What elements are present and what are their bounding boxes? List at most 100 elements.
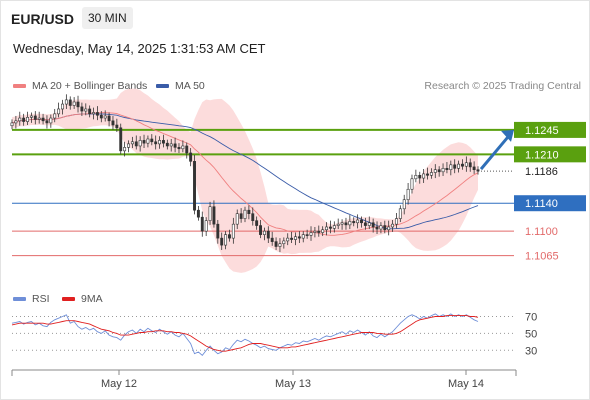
candle-body	[453, 164, 457, 169]
candle-body	[107, 115, 111, 122]
candle-body	[429, 172, 433, 176]
candle-body	[95, 112, 99, 116]
price-label-1.1100: 1.1100	[525, 226, 558, 238]
candle-body	[26, 117, 29, 122]
candle-body	[127, 143, 130, 148]
price-label-1.1140: 1.1140	[525, 198, 558, 210]
candle-body	[204, 220, 208, 232]
research-credit: Research © 2025 Trading Central	[424, 80, 581, 92]
candle-body	[231, 223, 235, 239]
rsi-tick-label: 30	[525, 345, 537, 357]
candle-body	[266, 230, 270, 239]
rsi-ma-label: 9MA	[81, 293, 103, 305]
price-label-1.1210: 1.1210	[525, 149, 559, 161]
candle-body	[294, 236, 297, 240]
timestamp: Wednesday, May 14, 2025 1:31:53 AM CET	[13, 41, 266, 56]
candle-body	[123, 147, 127, 152]
price-label-bg	[514, 121, 586, 138]
legend-ma50: MA 50	[156, 80, 205, 92]
rsi-swatch	[13, 297, 26, 302]
candle-body	[367, 222, 371, 226]
candle-body	[352, 221, 356, 224]
candle-body	[37, 117, 41, 120]
candle-body	[103, 115, 107, 119]
candle-body	[154, 141, 158, 145]
candle-body	[115, 124, 119, 129]
candle-body	[212, 206, 216, 225]
candle-body	[259, 225, 262, 235]
candle-body	[92, 112, 96, 115]
candle-body	[49, 117, 53, 124]
bollinger-band	[12, 88, 478, 273]
candle-body	[138, 140, 142, 147]
candle-body	[398, 208, 402, 219]
candle-body	[278, 243, 282, 247]
candle-body	[336, 223, 340, 226]
candle-body	[173, 143, 177, 148]
interval-badge[interactable]: 30 MIN	[82, 7, 133, 29]
candle-body	[363, 222, 367, 226]
candle-body	[165, 142, 169, 147]
candle-body	[449, 164, 453, 171]
candle-body	[270, 237, 274, 242]
candle-body	[142, 140, 146, 144]
candle-body	[309, 232, 313, 236]
price-label-bg	[514, 195, 586, 212]
candle-body	[22, 117, 26, 122]
candle-body	[68, 99, 72, 106]
candle-body	[476, 169, 480, 172]
candle-body	[53, 113, 57, 119]
candle-body	[41, 117, 45, 122]
candle-body	[297, 236, 301, 239]
candle-body	[356, 219, 360, 224]
candle-body	[418, 174, 422, 179]
candle-body	[433, 169, 437, 173]
candle-body	[200, 216, 204, 232]
forecast-arrow-head	[501, 129, 514, 142]
candle-body	[243, 209, 247, 219]
candle-body	[426, 173, 429, 176]
rsi-line	[11, 313, 479, 357]
candle-body	[111, 120, 115, 126]
price-label-1.1245: 1.1245	[525, 125, 559, 137]
candle-body	[262, 230, 266, 235]
candle-body	[383, 225, 387, 231]
candle-body	[76, 101, 80, 108]
candle-body	[325, 226, 329, 231]
candle-body	[33, 115, 37, 120]
legend-ma20: MA 20 + Bollinger Bands	[13, 80, 147, 92]
candle-body	[61, 103, 64, 110]
candle-body	[472, 166, 476, 171]
candle-body	[468, 162, 472, 168]
candle-body	[371, 222, 375, 228]
candle-body	[332, 225, 336, 229]
candle-body	[239, 213, 243, 219]
x-tick-label: May 14	[448, 378, 484, 390]
candle-body	[394, 218, 398, 225]
candle-body	[286, 237, 290, 242]
candle-body	[290, 237, 294, 240]
forecast-arrow-shaft	[479, 135, 510, 171]
rsi-tick-label: 50	[525, 328, 537, 340]
candle-body	[410, 178, 414, 190]
candle-body	[72, 101, 76, 106]
candle-body	[348, 221, 352, 226]
candle-body	[247, 209, 251, 214]
candle-body	[220, 237, 224, 246]
candle-body	[305, 234, 309, 236]
candle-body	[321, 229, 325, 233]
candle-body	[181, 145, 185, 150]
candle-body	[130, 141, 134, 145]
candle-body	[29, 115, 33, 118]
candle-body	[255, 220, 259, 226]
candle-body	[161, 140, 165, 144]
candle-body	[177, 147, 181, 150]
candle-body	[437, 169, 441, 173]
candle-body	[18, 117, 22, 122]
candle-body	[461, 163, 464, 167]
candle-body	[228, 234, 231, 239]
legend-rsi: RSI	[13, 293, 50, 305]
candle-body	[208, 206, 212, 221]
candle-body	[14, 120, 18, 124]
